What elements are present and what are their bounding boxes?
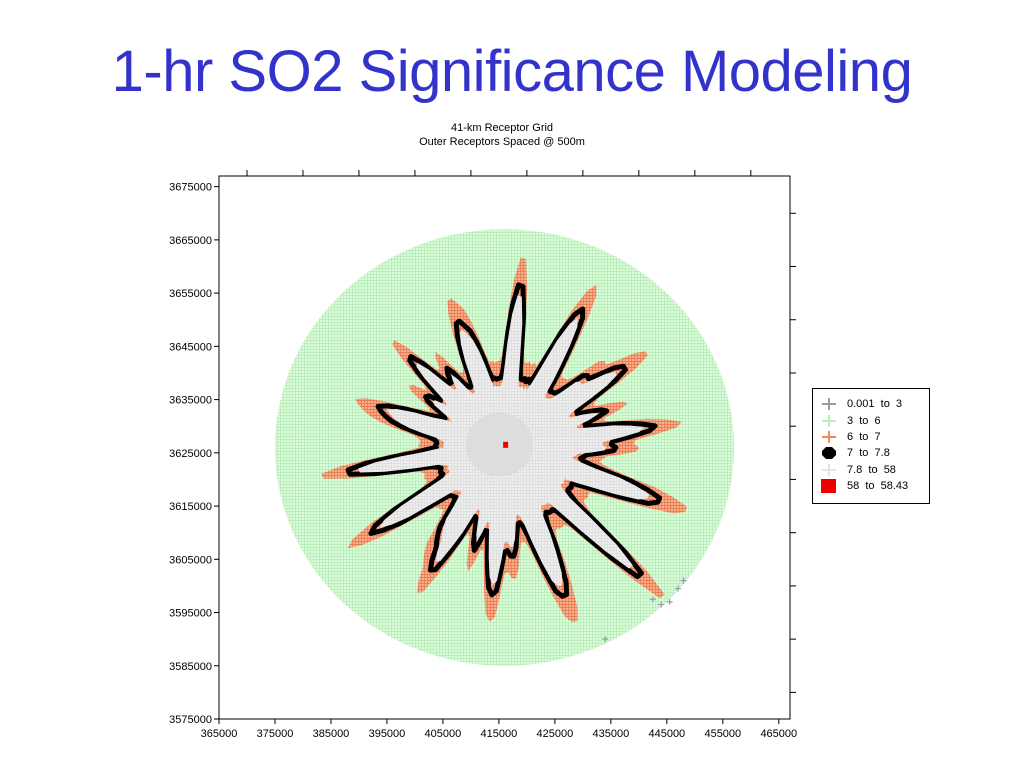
- x-tick-label: 445000: [648, 728, 685, 740]
- legend-label: 3 to 6: [847, 414, 881, 427]
- x-tick-label: 395000: [369, 728, 406, 740]
- legend-item: 0.001 to 3: [819, 396, 929, 412]
- legend-label: 7 to 7.8: [847, 447, 890, 460]
- inner-dense-receptor-disk: [465, 412, 534, 477]
- y-tick-label: 3575000: [169, 714, 212, 726]
- slide-title: 1-hr SO2 Significance Modeling: [111, 39, 913, 104]
- legend-item: 6 to 7: [819, 429, 929, 445]
- point-0-1: [658, 601, 665, 608]
- y-tick-label: 3655000: [169, 288, 212, 300]
- legend-marker-icon: [819, 463, 839, 477]
- y-tick-label: 3635000: [169, 395, 212, 407]
- x-tick-label: 435000: [593, 728, 630, 740]
- legend-label: 0.001 to 3: [847, 398, 903, 411]
- x-tick-label: 375000: [257, 728, 294, 740]
- chart-title-block: 41-km Receptor Grid Outer Receptors Spac…: [200, 121, 804, 149]
- legend: 0.001 to 3 3 to 6 6 to 7 7 to 7.8 7.8 to 58 5…: [812, 388, 930, 504]
- point-0-0: [649, 596, 656, 603]
- x-tick-label: 425000: [537, 728, 574, 740]
- series-7-to-7.8-contour: [345, 282, 663, 599]
- legend-item: 3 to 6: [819, 412, 929, 428]
- legend-label: 7.8 to 58: [847, 463, 896, 476]
- x-tick-label: 385000: [313, 728, 350, 740]
- chart-title: 41-km Receptor Grid: [450, 122, 554, 134]
- y-tick-label: 3605000: [169, 554, 212, 566]
- y-tick-label: 3585000: [169, 661, 212, 673]
- x-tick-label: 365000: [201, 728, 238, 740]
- plot-area-content: [274, 229, 735, 666]
- legend-marker-icon: [819, 414, 839, 428]
- axes: 3675000 3665000 3655000 3645000 3635000 36250…: [169, 170, 797, 740]
- legend-item: 7.8 to 58: [819, 462, 929, 478]
- point-0-2: [666, 598, 673, 605]
- y-tick-label: 3615000: [169, 501, 212, 513]
- legend-label: 6 to 7: [847, 430, 881, 443]
- x-tick-label: 465000: [760, 728, 797, 740]
- legend-label: 58 to 58.43: [847, 480, 909, 493]
- point-0-5: [602, 636, 609, 643]
- y-tick-label: 3665000: [169, 235, 212, 247]
- plot-frame: [218, 175, 791, 720]
- y-tick-label: 3625000: [169, 448, 212, 460]
- legend-marker-icon: [819, 479, 839, 494]
- y-tick-label: 3645000: [169, 341, 212, 353]
- y-tick-label: 3675000: [169, 182, 212, 194]
- y-tick-label: 3595000: [169, 608, 212, 620]
- x-tick-label: 455000: [704, 728, 741, 740]
- point-5-0: [503, 441, 509, 448]
- point-0-3: [675, 585, 682, 592]
- x-tick-label: 415000: [481, 728, 518, 740]
- legend-item: 7 to 7.8: [819, 445, 929, 461]
- legend-marker-icon: [819, 397, 839, 411]
- chart-subtitle: Outer Receptors Spaced @ 500m: [419, 136, 585, 148]
- legend-marker-icon: [819, 446, 839, 460]
- legend-marker-icon: [819, 430, 839, 444]
- x-tick-label: 405000: [425, 728, 462, 740]
- legend-item: 58 to 58.43: [819, 478, 929, 494]
- point-0-4: [680, 577, 687, 584]
